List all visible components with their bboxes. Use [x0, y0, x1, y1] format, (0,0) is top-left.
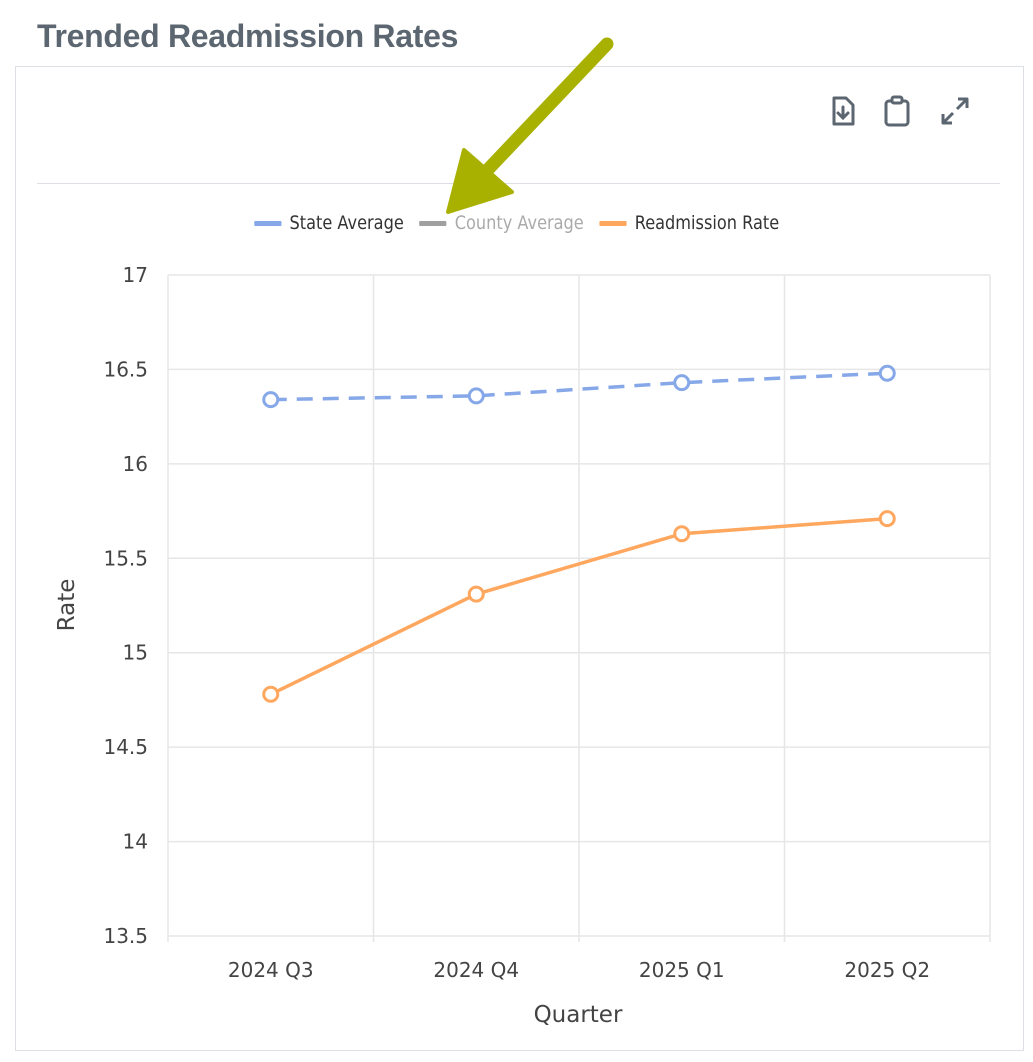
- x-tick-label: 2025 Q1: [639, 958, 725, 982]
- x-axis-title: Quarter: [534, 1002, 623, 1028]
- legend-item-state-average[interactable]: State Average: [253, 212, 404, 234]
- y-tick-label: 14: [123, 830, 148, 854]
- y-tick-label: 13.5: [103, 924, 148, 948]
- data-point: [673, 525, 691, 543]
- data-point: [878, 364, 896, 382]
- download-file-icon[interactable]: [826, 94, 860, 128]
- y-tick-label: 16.5: [103, 357, 148, 381]
- data-point: [878, 510, 896, 528]
- page-title: Trended Readmission Rates: [37, 18, 459, 54]
- y-tick-label: 15.5: [103, 546, 148, 570]
- legend-swatch: [599, 220, 627, 226]
- y-tick-label: 17: [123, 263, 148, 287]
- legend-item-readmission-rate[interactable]: Readmission Rate: [599, 212, 779, 234]
- data-point: [467, 387, 485, 405]
- legend-label: State Average: [289, 212, 404, 234]
- y-tick-label: 14.5: [103, 735, 148, 759]
- data-point: [673, 374, 691, 392]
- data-point: [467, 585, 485, 603]
- divider: [37, 183, 1000, 184]
- expand-icon[interactable]: [938, 94, 972, 128]
- legend-item-county-average[interactable]: County Average: [419, 212, 584, 234]
- y-tick-label: 15: [123, 641, 148, 665]
- x-tick-label: 2025 Q2: [844, 958, 930, 982]
- y-tick-label: 16: [123, 452, 148, 476]
- legend-label: County Average: [454, 212, 584, 234]
- legend-label: Readmission Rate: [634, 212, 780, 234]
- chart-card: [15, 66, 1024, 1051]
- x-tick-label: 2024 Q4: [433, 958, 519, 982]
- series-line-readmission-rate: [269, 516, 888, 696]
- data-point: [262, 391, 280, 409]
- clipboard-icon[interactable]: [880, 94, 914, 128]
- y-axis-title: Rate: [54, 579, 80, 632]
- x-tick-label: 2024 Q3: [228, 958, 314, 982]
- legend-swatch: [419, 220, 447, 226]
- data-point: [262, 685, 280, 703]
- legend-swatch: [253, 220, 282, 226]
- chart-legend: State Average County Average Readmission…: [77, 212, 955, 234]
